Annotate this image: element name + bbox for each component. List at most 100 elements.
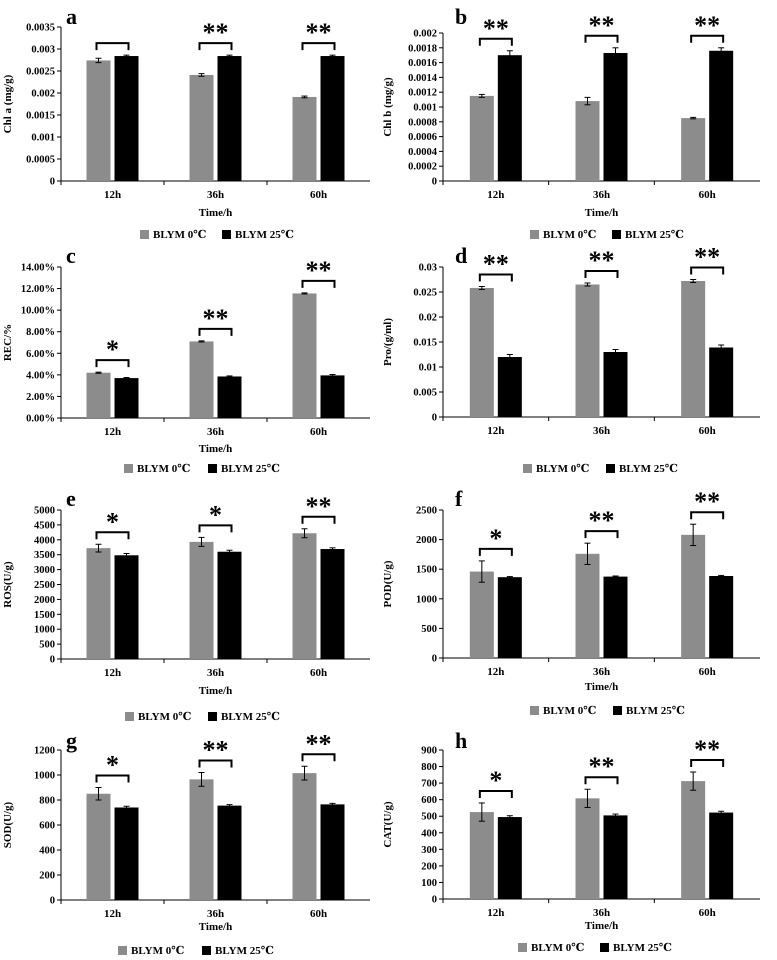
significance-marker: ** [589, 506, 615, 535]
panel-label: d [455, 243, 467, 268]
legend-label-blym-0c: BLYM 0℃ [153, 229, 206, 241]
x-tick-label: 60h [310, 426, 327, 438]
bar-blym-0c [469, 812, 494, 899]
y-tick-label: 0.02 [419, 313, 437, 324]
bar-blym-0c [86, 548, 111, 659]
bar-blym-0c [86, 372, 111, 418]
x-tick-label: 36h [207, 426, 224, 438]
x-tick-label: 12h [104, 426, 121, 438]
bar-blym-0c [681, 118, 706, 181]
y-tick-label: 0 [432, 177, 437, 188]
y-tick-label: 600 [421, 795, 437, 806]
y-axis-label: Chl a (mg/g) [2, 74, 14, 133]
legend-swatch-blym-0c [523, 464, 532, 473]
legend-swatch-blym-25c [606, 464, 615, 473]
y-tick-label: 0.0035 [26, 23, 55, 34]
bar-blym-25c [709, 812, 734, 899]
y-tick-label: 0 [432, 413, 437, 424]
x-axis-label: Time/h [585, 681, 618, 693]
bar-blym-25c [497, 577, 522, 658]
panel-label: b [455, 4, 467, 29]
legend-swatch-blym-25c [202, 946, 211, 955]
panel-label: h [455, 728, 467, 753]
x-tick-label: 60h [310, 667, 327, 679]
significance-marker: * [489, 766, 502, 795]
significance-marker: ** [203, 304, 229, 333]
x-tick-label: 12h [487, 666, 504, 678]
chart-panel-b: b 0 0.0002 0.0004 0.0006 0.0008 0.001 0.0012 0.0… [382, 4, 760, 241]
legend-label-blym-25c: BLYM 25℃ [215, 945, 274, 957]
x-axis-label: Time/h [199, 685, 232, 697]
significance-marker: ** [306, 256, 332, 285]
bar-blym-25c [603, 576, 628, 658]
chart-panel-e: e 0 500 1000 1500 2000 2500 3000 3500 4000 4500 500… [2, 486, 370, 723]
y-tick-label: 0.0002 [408, 162, 437, 173]
y-tick-label: 0.015 [413, 338, 437, 349]
y-tick-label: 0.00% [26, 414, 55, 425]
bar-blym-0c [681, 781, 706, 899]
significance-marker: ** [306, 18, 332, 47]
y-tick-label: 800 [421, 762, 437, 773]
y-tick-label: 1500 [416, 565, 437, 576]
bar-blym-25c [320, 375, 345, 418]
legend-label-blym-25c: BLYM 25℃ [221, 711, 280, 723]
y-tick-label: 0.005 [413, 388, 437, 399]
significance-marker: ** [483, 14, 509, 43]
y-tick-label: 1500 [34, 610, 55, 621]
significance-marker: ** [694, 487, 720, 516]
significance-bracket [198, 42, 233, 51]
x-tick-label: 12h [104, 189, 121, 201]
bar-blym-0c [681, 281, 706, 417]
legend-label-blym-25c: BLYM 25℃ [626, 705, 685, 717]
bar-blym-25c [497, 357, 522, 417]
legend-label-blym-0c: BLYM 0℃ [543, 229, 596, 241]
y-tick-label: 0.0006 [408, 132, 437, 143]
significance-marker: ** [306, 729, 332, 758]
y-tick-label: 4500 [34, 520, 55, 531]
x-tick-label: 36h [207, 189, 224, 201]
legend-label-blym-0c: BLYM 0℃ [536, 463, 589, 475]
y-tick-label: 800 [39, 796, 55, 807]
y-tick-label: 3000 [34, 565, 55, 576]
x-tick-label: 36h [593, 189, 610, 201]
y-tick-label: 2000 [34, 595, 55, 606]
legend-label-blym-25c: BLYM 25℃ [625, 229, 684, 241]
y-tick-label: 12.00% [21, 284, 55, 295]
x-axis-label: Time/h [199, 921, 232, 933]
y-tick-label: 0.0014 [408, 73, 438, 84]
y-tick-label: 600 [39, 821, 55, 832]
bar-blym-25c [217, 56, 242, 181]
y-tick-label: 2500 [416, 506, 437, 517]
y-tick-label: 0 [50, 896, 55, 907]
y-tick-label: 400 [39, 846, 55, 857]
y-tick-label: 700 [421, 779, 437, 790]
x-axis-label: Time/h [585, 207, 618, 219]
bar-blym-25c [114, 807, 139, 900]
y-axis-label: ROS(U/g) [2, 561, 14, 608]
bar-blym-0c [575, 284, 600, 417]
bar-blym-25c [320, 56, 345, 181]
legend-swatch-blym-25c [208, 464, 217, 473]
legend-label-blym-0c: BLYM 0℃ [137, 463, 190, 475]
significance-marker: * [209, 500, 222, 529]
y-tick-label: 0.002 [31, 89, 55, 100]
significance-bracket [690, 511, 725, 520]
chart-panel-a: a 0 0.0005 0.001 0.0015 0.002 0.0025 0.003 0.003… [2, 4, 370, 241]
legend-label-blym-0c: BLYM 0℃ [531, 942, 584, 954]
legend-swatch-blym-0c [124, 464, 133, 473]
bar-blym-25c [114, 56, 139, 181]
significance-marker: ** [203, 18, 229, 47]
significance-marker: ** [694, 243, 720, 272]
y-tick-label: 1000 [34, 771, 55, 782]
significance-bracket [95, 774, 130, 783]
significance-marker: * [106, 751, 119, 780]
panel-label: g [66, 728, 77, 753]
significance-marker: * [489, 524, 502, 553]
x-tick-label: 60h [699, 425, 716, 437]
bar-blym-0c [681, 534, 706, 658]
y-tick-label: 6.00% [26, 349, 55, 360]
legend-label-blym-25c: BLYM 25℃ [235, 229, 294, 241]
significance-bracket [584, 530, 619, 539]
y-tick-label: 0.025 [413, 288, 437, 299]
legend-swatch-blym-0c [118, 946, 127, 955]
